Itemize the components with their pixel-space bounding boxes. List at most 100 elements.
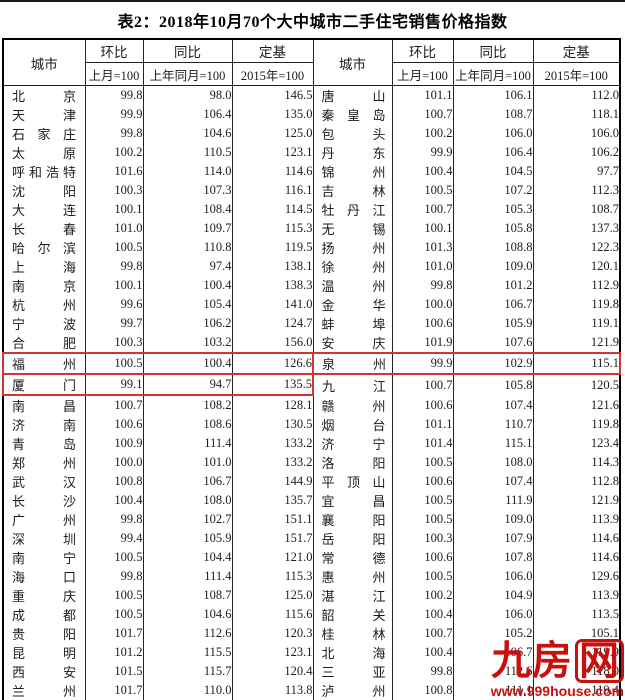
table-row: 宁波 99.7 106.2 124.7 蚌埠 100.6 105.9 119.1 (2, 314, 620, 333)
yoy-value-cell: 108.0 (452, 453, 533, 472)
mom-value-cell: 100.7 (391, 105, 453, 124)
city-cell: 泉州 (312, 352, 392, 375)
city-name: 无锡 (321, 222, 386, 237)
header-row-sub: 上月=100 上年同月=100 2015年=100 上月=100 上年同月=10… (3, 62, 620, 86)
city-cell: 包头 (312, 124, 392, 143)
city-name: 哈尔滨 (12, 241, 76, 256)
city-name: 长沙 (12, 494, 76, 509)
base-value-cell: 130.5 (231, 415, 313, 434)
yoy-value-cell: 106.0 (452, 605, 533, 624)
base-value-cell: 112.8 (532, 472, 620, 491)
yoy-value-cell: 105.4 (142, 295, 232, 314)
top-divider (0, 0, 625, 2)
city-cell: 岳阳 (312, 529, 392, 548)
city-cell: 福州 (2, 352, 85, 375)
yoy-value-cell: 108.0 (142, 491, 232, 510)
city-name: 重庆 (12, 589, 76, 604)
city-cell: 重庆 (2, 586, 85, 605)
price-index-table: 城市 环比 同比 定基 城市 环比 同比 定基 上月=100 上年同月=100 … (2, 38, 621, 700)
city-cell: 蚌埠 (312, 314, 392, 333)
base-value-cell: 135.5 (231, 373, 314, 396)
yoy-value-cell: 107.2 (452, 181, 533, 200)
yoy-value-cell: 111.9 (452, 491, 533, 510)
table-row: 南宁 100.5 104.4 121.0 常德 100.6 107.8 114.6 (2, 548, 620, 567)
city-cell: 宁波 (2, 314, 85, 333)
yoy-value-cell: 108.6 (142, 415, 232, 434)
base-value-cell: 115.6 (231, 605, 313, 624)
yoy-value-cell: 106.7 (452, 643, 533, 662)
city-name: 惠州 (321, 570, 386, 585)
base-value-cell: 116.1 (231, 181, 313, 200)
mom-value-cell: 100.2 (84, 143, 143, 162)
city-name: 蚌埠 (321, 317, 386, 332)
mom-value-cell: 99.7 (84, 314, 143, 333)
city-name: 成都 (12, 608, 76, 623)
city-name: 郑州 (12, 456, 76, 471)
mom-value-cell: 99.8 (391, 276, 453, 295)
city-cell: 海口 (2, 567, 85, 586)
base-value-cell: 123.1 (231, 143, 313, 162)
mom-value-cell: 99.9 (391, 352, 453, 375)
yoy-value-cell: 105.9 (142, 529, 232, 548)
city-cell: 吉林 (312, 181, 392, 200)
city-name: 石家庄 (12, 127, 76, 142)
city-name: 合肥 (12, 336, 76, 351)
mom-value-cell: 100.6 (391, 395, 453, 415)
city-name: 徐州 (321, 260, 386, 275)
header-mom-left: 环比 (84, 39, 143, 63)
city-cell: 郑州 (2, 453, 85, 472)
city-cell: 北京 (2, 85, 85, 105)
city-name: 西安 (12, 665, 76, 680)
city-cell: 天津 (2, 105, 85, 124)
city-cell: 温州 (312, 276, 392, 295)
yoy-value-cell: 106.0 (452, 567, 533, 586)
city-cell: 石家庄 (2, 124, 85, 143)
yoy-value-cell: 108.7 (452, 105, 533, 124)
city-cell: 深圳 (2, 529, 85, 548)
base-value-cell: 120.4 (231, 662, 313, 681)
base-value-cell: 121.9 (532, 491, 620, 510)
city-name: 赣州 (321, 398, 386, 414)
city-cell: 洛阳 (312, 453, 392, 472)
base-value-cell: 112.9 (532, 276, 620, 295)
yoy-value-cell: 115.7 (142, 662, 232, 681)
mom-value-cell: 100.5 (84, 352, 143, 375)
header-base-right: 定基 (532, 39, 620, 63)
mom-value-cell: 99.8 (84, 257, 143, 276)
table-row: 郑州 100.0 101.0 133.2 洛阳 100.5 108.0 114.3 (2, 453, 620, 472)
city-cell: 徐州 (312, 257, 392, 276)
city-cell: 厦门 (2, 373, 85, 396)
mom-value-cell: 99.8 (391, 662, 453, 681)
watermark-logo-main: 九房 (491, 638, 573, 683)
yoy-value-cell: 103.2 (142, 333, 232, 353)
city-name: 福州 (12, 357, 76, 372)
yoy-value-cell: 106.7 (452, 295, 533, 314)
yoy-value-cell: 104.5 (452, 162, 533, 181)
table-row: 海口 99.8 111.4 115.3 惠州 100.5 106.0 129.6 (2, 567, 620, 586)
subheader-yoy-right: 上年同月=100 (452, 62, 533, 86)
subheader-base-right: 2015年=100 (532, 62, 620, 86)
watermark-url: www.999house.com (490, 683, 624, 699)
city-name: 韶关 (321, 608, 386, 623)
mom-value-cell: 100.5 (391, 510, 453, 529)
city-cell: 惠州 (312, 567, 392, 586)
mom-value-cell: 99.6 (84, 295, 143, 314)
city-name: 厦门 (12, 378, 76, 393)
city-cell: 哈尔滨 (2, 238, 85, 257)
base-value-cell: 135.0 (231, 105, 313, 124)
subheader-mom-left: 上月=100 (84, 62, 143, 86)
city-name: 济南 (12, 418, 76, 433)
city-name: 宜昌 (321, 494, 386, 509)
yoy-value-cell: 111.4 (142, 434, 232, 453)
city-name: 桂林 (321, 627, 386, 642)
yoy-value-cell: 104.6 (142, 124, 232, 143)
city-name: 深圳 (12, 532, 76, 547)
city-name: 平顶山 (321, 475, 386, 490)
mom-value-cell: 101.0 (84, 219, 143, 238)
base-value-cell: 128.1 (231, 395, 313, 415)
mom-value-cell: 100.5 (84, 238, 143, 257)
base-value-cell: 144.9 (231, 472, 313, 491)
mom-value-cell: 100.2 (391, 124, 453, 143)
city-cell: 秦皇岛 (312, 105, 392, 124)
base-value-cell: 137.3 (532, 219, 620, 238)
